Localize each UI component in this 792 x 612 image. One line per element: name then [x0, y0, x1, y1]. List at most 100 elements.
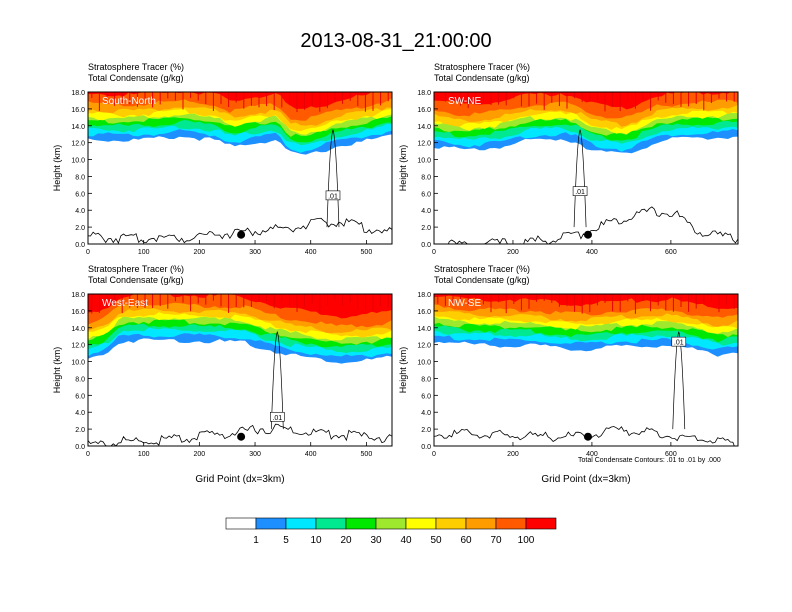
condensate-contour [326, 129, 340, 228]
panel-2: .01 SW-NE 0.0 2.0 4.0 6.0 8.0 10.0 12.0 14.0 16.0 1… [398, 90, 739, 256]
y-tick-label: 4.0 [75, 410, 85, 417]
x-tick-label: 200 [194, 249, 206, 256]
colorbar: 1 5 10 20 30 40 50 60 70 100 [225, 517, 557, 546]
y-tick-label: 18.0 [71, 292, 85, 299]
condensate-contour [672, 331, 686, 430]
y-tick-label: 10.0 [417, 158, 431, 165]
tracer-band-10 [434, 294, 738, 309]
condensate-contour [270, 331, 284, 430]
colorbar-label: 70 [490, 535, 502, 546]
y-tick-label: 0.0 [75, 444, 85, 451]
tracer-band-10 [88, 294, 392, 319]
y-tick-label: 10.0 [71, 360, 85, 367]
panel-2-title-line-2: Total Condensate (g/kg) [434, 73, 530, 83]
y-tick-label: 4.0 [421, 410, 431, 417]
x-tick-label: 100 [138, 249, 150, 256]
y-tick-label: 8.0 [421, 376, 431, 383]
y-tick-label: 8.0 [75, 174, 85, 181]
plot-frame [433, 293, 739, 447]
location-marker [237, 230, 246, 239]
panel-4-title-line-1: Stratosphere Tracer (%) [434, 264, 531, 274]
x-tick-label: 400 [305, 249, 317, 256]
x-tick-label: 400 [586, 249, 598, 256]
panel-4-title-line-2: Total Condensate (g/kg) [434, 275, 530, 285]
x-tick-label: 0 [432, 451, 436, 458]
y-tick-label: 6.0 [75, 393, 85, 400]
y-tick-label: 6.0 [75, 191, 85, 198]
y-tick-label: 0.0 [421, 242, 431, 249]
y-tick-label: 16.0 [71, 309, 85, 316]
y-tick-label: 14.0 [71, 326, 85, 333]
y-tick-label: 18.0 [417, 90, 431, 97]
panel-3: .01 West-East 0.0 2.0 4.0 6.0 8.0 10.0 12.0 14.0 1… [52, 292, 393, 485]
main-title: 2013-08-31_21:00:00 [300, 30, 492, 52]
panel-3-title-line-1: Stratosphere Tracer (%) [88, 264, 185, 274]
y-tick-label: 12.0 [71, 141, 85, 148]
colorbar-swatch [285, 517, 317, 530]
panel-2-title: Stratosphere Tracer (%) Total Condensate… [434, 62, 530, 84]
x-tick-label: 600 [665, 451, 677, 458]
contour-label: .01 [272, 415, 282, 422]
x-tick-label: 500 [361, 451, 373, 458]
panel-3-title: Stratosphere Tracer (%) Total Condensate… [88, 264, 184, 286]
x-axis-label: Grid Point (dx=3km) [541, 474, 630, 485]
y-tick-label: 0.0 [75, 242, 85, 249]
colorbar-label: 30 [370, 535, 382, 546]
contour-label-box [325, 190, 341, 201]
colorbar-label: 60 [460, 535, 472, 546]
y-tick-label: 8.0 [75, 376, 85, 383]
panel-2-title-line-1: Stratosphere Tracer (%) [434, 62, 531, 72]
y-tick-label: 14.0 [417, 326, 431, 333]
x-axis-label: Grid Point (dx=3km) [195, 474, 284, 485]
y-axis-label: Height (km) [398, 347, 408, 394]
y-tick-label: 8.0 [421, 174, 431, 181]
panel-label: NW-SE [448, 298, 481, 309]
colorbar-label: 40 [400, 535, 412, 546]
colorbar-swatch [495, 517, 527, 530]
contour-label: .01 [575, 189, 585, 196]
panel-1-title-line-2: Total Condensate (g/kg) [88, 73, 184, 83]
panel-label: West-East [102, 298, 148, 309]
y-tick-label: 2.0 [75, 225, 85, 232]
y-tick-label: 14.0 [71, 124, 85, 131]
y-tick-label: 6.0 [421, 191, 431, 198]
y-axis-label: Height (km) [398, 145, 408, 192]
y-tick-label: 2.0 [75, 427, 85, 434]
colorbar-label: 20 [340, 535, 352, 546]
tracer-field: .01 [434, 92, 738, 244]
panel-1: .01 South-North 0.0 2.0 4.0 6.0 8.0 10.0 12.0 14.… [52, 90, 393, 256]
x-tick-label: 0 [432, 249, 436, 256]
y-tick-label: 6.0 [421, 393, 431, 400]
colorbar-swatch [525, 517, 557, 530]
terrain-line [88, 217, 392, 244]
colorbar-label: 50 [430, 535, 442, 546]
x-tick-label: 100 [138, 451, 150, 458]
y-tick-label: 2.0 [421, 225, 431, 232]
location-marker [237, 432, 246, 441]
y-tick-label: 16.0 [417, 309, 431, 316]
colorbar-swatch [345, 517, 377, 530]
location-marker [583, 432, 592, 441]
colorbar-swatch [315, 517, 347, 530]
colorbar-swatch [225, 517, 257, 530]
x-tick-label: 0 [86, 451, 90, 458]
y-tick-label: 10.0 [71, 158, 85, 165]
y-tick-label: 12.0 [417, 343, 431, 350]
y-tick-label: 18.0 [71, 90, 85, 97]
x-tick-label: 400 [586, 451, 598, 458]
condensate-contour [573, 129, 587, 228]
panel-4-title: Stratosphere Tracer (%) Total Condensate… [434, 264, 530, 286]
y-tick-label: 16.0 [417, 107, 431, 114]
y-tick-label: 10.0 [417, 360, 431, 367]
contour-label: .01 [328, 193, 338, 200]
colorbar-label: 5 [283, 535, 289, 546]
y-axis-label: Height (km) [52, 347, 62, 394]
panel-label: SW-NE [448, 96, 481, 107]
x-tick-label: 500 [361, 249, 373, 256]
x-tick-label: 200 [194, 451, 206, 458]
y-tick-label: 0.0 [421, 444, 431, 451]
contour-footnote: Total Condensate Contours: .01 to .01 by… [578, 457, 721, 464]
colorbar-label: 10 [310, 535, 322, 546]
contour-label-box [572, 186, 588, 196]
